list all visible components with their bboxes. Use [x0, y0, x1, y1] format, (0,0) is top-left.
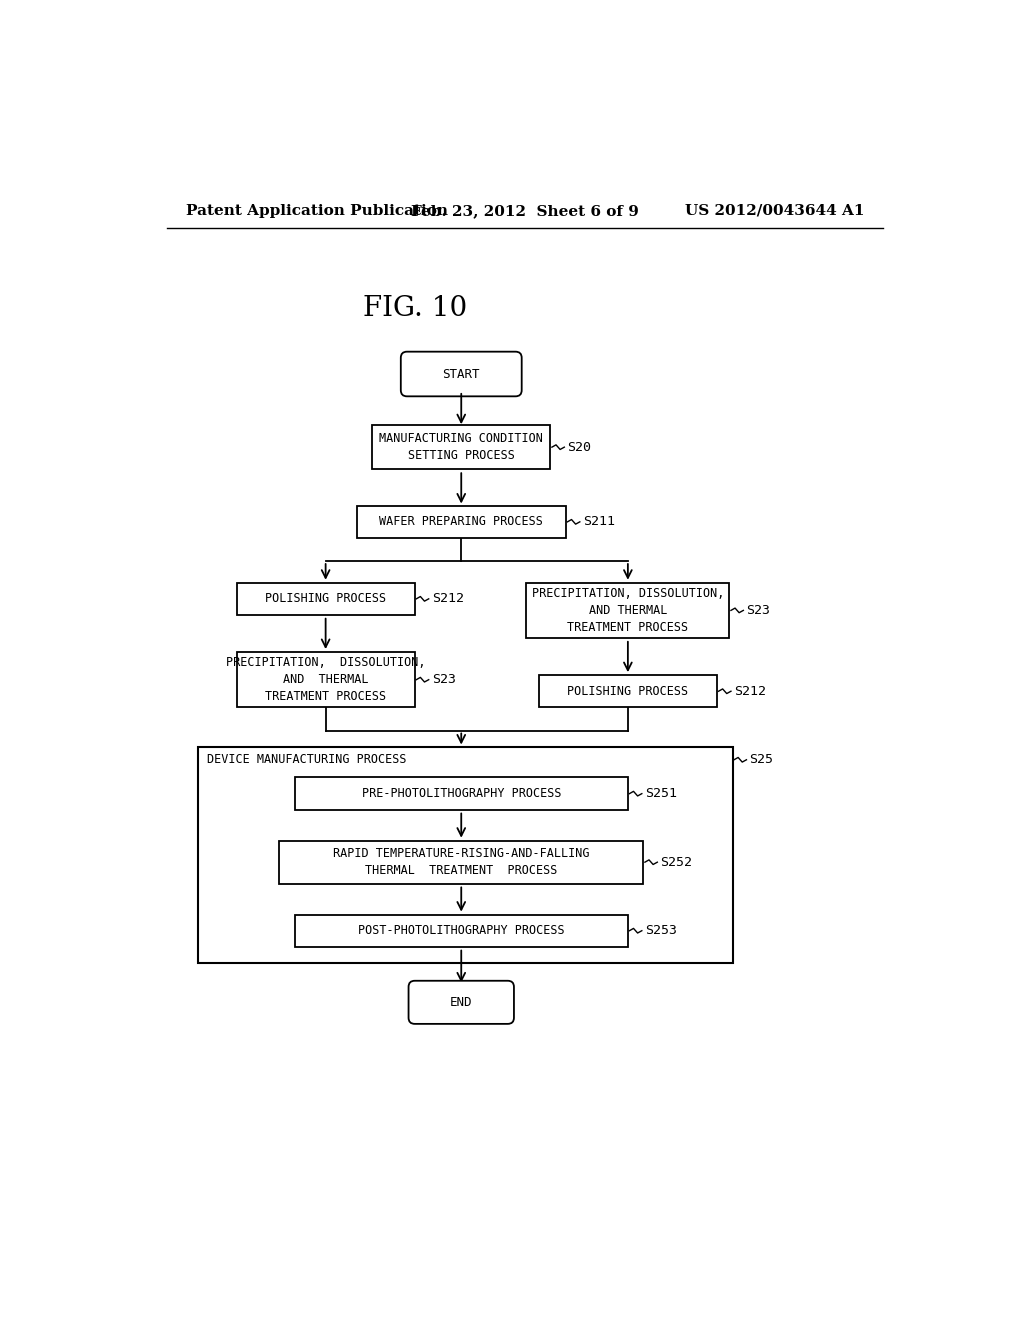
- Text: PRECIPITATION,  DISSOLUTION,
AND  THERMAL
TREATMENT PROCESS: PRECIPITATION, DISSOLUTION, AND THERMAL …: [226, 656, 425, 704]
- Bar: [295, 777, 628, 810]
- Text: START: START: [442, 367, 480, 380]
- Bar: [539, 675, 717, 708]
- Text: Feb. 23, 2012  Sheet 6 of 9: Feb. 23, 2012 Sheet 6 of 9: [411, 203, 639, 218]
- Text: RAPID TEMPERATURE-RISING-AND-FALLING
THERMAL  TREATMENT  PROCESS: RAPID TEMPERATURE-RISING-AND-FALLING THE…: [333, 847, 590, 878]
- Text: S212: S212: [432, 593, 464, 606]
- Bar: [237, 582, 415, 615]
- Bar: [295, 915, 628, 946]
- Text: END: END: [450, 995, 472, 1008]
- Text: DEVICE MANUFACTURING PROCESS: DEVICE MANUFACTURING PROCESS: [207, 754, 407, 767]
- Bar: [356, 506, 566, 539]
- Text: S252: S252: [660, 855, 692, 869]
- Text: POLISHING PROCESS: POLISHING PROCESS: [567, 685, 688, 698]
- Text: WAFER PREPARING PROCESS: WAFER PREPARING PROCESS: [379, 515, 543, 528]
- Text: S25: S25: [750, 754, 773, 767]
- Text: PRE-PHOTOLITHOGRAPHY PROCESS: PRE-PHOTOLITHOGRAPHY PROCESS: [361, 787, 561, 800]
- Text: POST-PHOTOLITHOGRAPHY PROCESS: POST-PHOTOLITHOGRAPHY PROCESS: [358, 924, 564, 937]
- Text: US 2012/0043644 A1: US 2012/0043644 A1: [685, 203, 864, 218]
- Text: POLISHING PROCESS: POLISHING PROCESS: [265, 593, 386, 606]
- Text: PRECIPITATION, DISSOLUTION,
AND THERMAL
TREATMENT PROCESS: PRECIPITATION, DISSOLUTION, AND THERMAL …: [531, 587, 724, 634]
- Text: S251: S251: [645, 787, 677, 800]
- Bar: [237, 652, 415, 708]
- Text: Patent Application Publication: Patent Application Publication: [186, 203, 449, 218]
- Bar: [526, 582, 729, 638]
- Text: S212: S212: [734, 685, 766, 698]
- FancyBboxPatch shape: [409, 981, 514, 1024]
- Bar: [198, 747, 732, 964]
- Text: S23: S23: [432, 673, 456, 686]
- Text: MANUFACTURING CONDITION
SETTING PROCESS: MANUFACTURING CONDITION SETTING PROCESS: [379, 432, 543, 462]
- Text: FIG. 10: FIG. 10: [362, 296, 467, 322]
- Bar: [280, 841, 643, 884]
- Text: S211: S211: [583, 515, 615, 528]
- Bar: [372, 425, 550, 470]
- FancyBboxPatch shape: [400, 351, 521, 396]
- Text: S20: S20: [567, 441, 592, 454]
- Text: S253: S253: [645, 924, 677, 937]
- Text: S23: S23: [746, 603, 770, 616]
